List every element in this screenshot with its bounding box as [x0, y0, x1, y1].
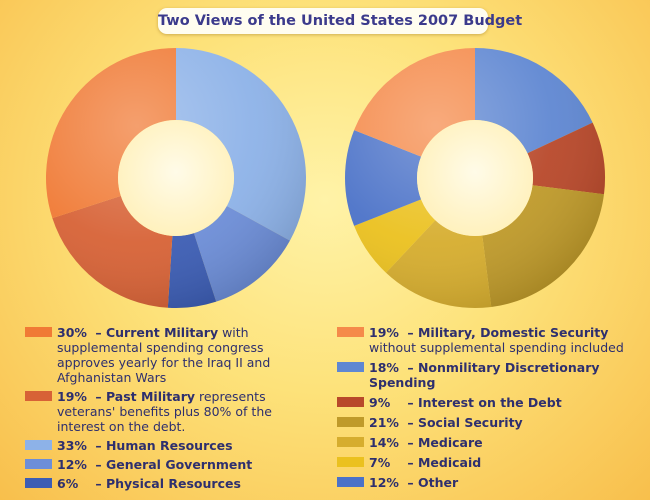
legend-dash: –: [91, 457, 106, 472]
legend-percent: 21%: [369, 415, 399, 430]
legend-dash: –: [403, 435, 418, 450]
legend-label: Physical Resources: [105, 476, 241, 491]
legend-swatch: [25, 440, 52, 450]
legend-right: 19% – Military, Domestic Security withou…: [337, 325, 637, 495]
legend-dash: –: [403, 415, 418, 430]
legend-description: represents veterans' benefits plus 80% o…: [57, 389, 272, 434]
legend-item-interest-on-the-debt: 9% – Interest on the Debt: [337, 395, 637, 410]
donut-hole: [417, 120, 533, 236]
legend-dash: –: [403, 325, 418, 340]
legend-dash: –: [91, 325, 106, 340]
legend-percent: 9%: [369, 395, 391, 410]
legend-label: Other: [417, 475, 459, 490]
legend-swatch: [337, 437, 364, 447]
legend-item-human-resources: 33% – Human Resources: [25, 438, 315, 453]
legend-item-current-military: 30% – Current Military with supplemental…: [25, 325, 315, 385]
legend-label: Interest on the Debt: [417, 395, 562, 410]
legend-percent: 12%: [57, 457, 87, 472]
donut-shading: [345, 48, 605, 308]
legend-swatch: [25, 327, 52, 337]
legend-label: Past Military: [105, 389, 196, 404]
legend-percent: 6%: [57, 476, 79, 491]
legend-item-general-government: 12% – General Government: [25, 457, 315, 472]
legend-label: General Government: [105, 457, 253, 472]
legend-label: Current Military: [105, 325, 219, 340]
legend-item-nonmilitary-discretionary-spending: 18% – Nonmilitary Discretionary Spending: [337, 360, 637, 390]
legend-percent: 12%: [369, 475, 399, 490]
legend-dash: –: [91, 389, 106, 404]
legend-description: without supplemental spending included: [369, 340, 624, 355]
donut-right: [345, 48, 605, 308]
legend-percent: 33%: [57, 438, 87, 453]
legend-dash: –: [403, 475, 418, 490]
legend-percent: 19%: [57, 389, 87, 404]
chart-title: Two Views of the United States 2007 Budg…: [158, 8, 522, 34]
legend-swatch: [337, 477, 364, 487]
legend-label: Human Resources: [105, 438, 233, 453]
legend-label: Medicaid: [417, 455, 482, 470]
donut-hole: [118, 120, 234, 236]
legend-label: Social Security: [417, 415, 523, 430]
legend-swatch: [25, 391, 52, 401]
legend-label: Medicare: [417, 435, 483, 450]
legend-label: Nonmilitary Discretionary Spending: [369, 360, 600, 390]
legend-percent: 7%: [369, 455, 391, 470]
legend-dash: –: [91, 438, 106, 453]
legend-swatch: [337, 417, 364, 427]
legend-swatch: [337, 397, 364, 407]
legend-swatch: [25, 478, 52, 488]
donut-shading: [45, 47, 307, 309]
legend-dash: –: [403, 455, 418, 470]
legend-item-physical-resources: 6% – Physical Resources: [25, 476, 315, 491]
legend-dash: –: [403, 395, 418, 410]
legend-percent: 30%: [57, 325, 87, 340]
legend-description: with supplemental spending congress appr…: [57, 325, 271, 385]
legend-item-military-domestic-security: 19% – Military, Domestic Security withou…: [337, 325, 637, 355]
legend-label: Military, Domestic Security: [417, 325, 609, 340]
legend-item-medicaid: 7% – Medicaid: [337, 455, 637, 470]
legend-item-other: 12% – Other: [337, 475, 637, 490]
legend-swatch: [337, 457, 364, 467]
legend-percent: 14%: [369, 435, 399, 450]
legend-item-social-security: 21% – Social Security: [337, 415, 637, 430]
legend-dash: –: [91, 476, 106, 491]
legend-left: 30% – Current Military with supplemental…: [25, 325, 315, 495]
donut-left: [45, 47, 307, 309]
legend-percent: 19%: [369, 325, 399, 340]
legend-dash: –: [403, 360, 418, 375]
legend-swatch: [25, 459, 52, 469]
legend-item-medicare: 14% – Medicare: [337, 435, 637, 450]
legend-swatch: [337, 362, 364, 372]
legend-swatch: [337, 327, 364, 337]
legend-percent: 18%: [369, 360, 399, 375]
legend-item-past-military: 19% – Past Military represents veterans'…: [25, 389, 315, 434]
